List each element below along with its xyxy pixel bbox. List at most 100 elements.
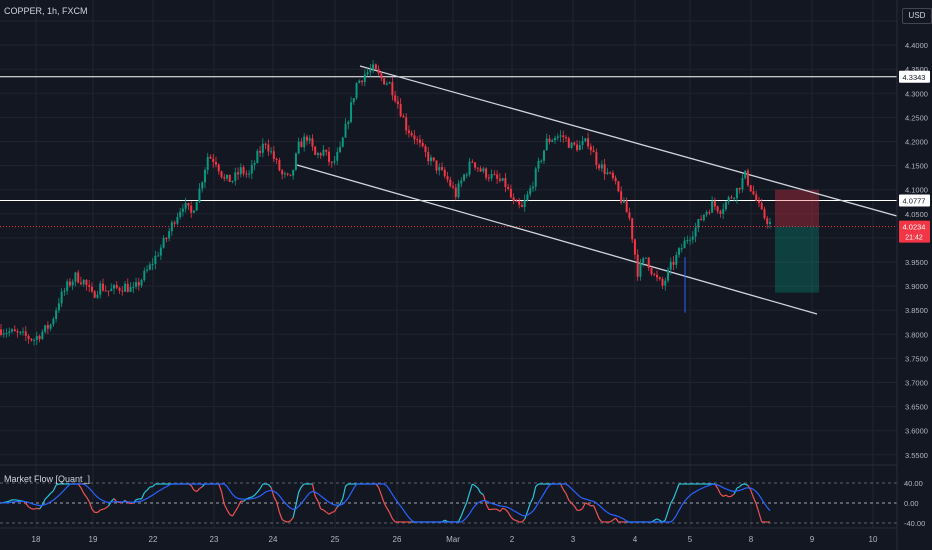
indicator-fast-line [31, 508, 35, 510]
candle-body [518, 200, 521, 205]
candle-body [457, 183, 460, 198]
candle-body [661, 279, 664, 286]
candle-body [214, 162, 217, 165]
candle-body [2, 333, 5, 335]
indicator-fast-line [234, 506, 239, 512]
candle-body [664, 280, 667, 286]
indicator-fast-line [311, 483, 316, 497]
candle-body [424, 146, 427, 153]
candle-body [713, 200, 716, 207]
indicator-fast-line [199, 486, 203, 490]
candle-body [446, 176, 449, 180]
candle-body [738, 188, 741, 190]
indicator-fast-line [41, 498, 46, 506]
indicator-fast-line [190, 485, 195, 491]
candle-body [71, 281, 74, 286]
candle-body [55, 310, 58, 319]
indicator-fast-line [526, 503, 531, 512]
candle-body [239, 167, 242, 175]
candle-body [540, 160, 543, 162]
indicator-fast-line [226, 509, 231, 515]
candle-body [487, 177, 490, 179]
y-tick-label: 3.9500 [905, 258, 928, 267]
candle-body [611, 172, 614, 178]
channel-lines [296, 65, 898, 315]
candle-body [686, 240, 689, 242]
candle-body [121, 290, 124, 292]
candle-body [485, 168, 488, 178]
candle-body [140, 279, 143, 286]
candle-body [416, 139, 419, 141]
candle-body [203, 169, 206, 183]
candle-body [68, 281, 71, 286]
candle-body [22, 331, 25, 333]
candle-body [49, 324, 52, 329]
candle-body [567, 138, 570, 148]
candle-body [429, 157, 432, 162]
x-tick-label: 3 [571, 535, 576, 544]
indicator-fast-line [251, 494, 255, 498]
indicator-fast-line [342, 486, 347, 499]
indicator-fast-line [502, 507, 506, 510]
candle-body [99, 283, 102, 295]
indicator-fast-line [9, 499, 13, 502]
currency-label[interactable]: USD [902, 8, 932, 24]
indicator-fast-line [758, 512, 763, 523]
indicator-fast-line [88, 501, 93, 510]
y-tick-label: 4.2000 [905, 138, 928, 147]
indicator-fast-line [587, 503, 592, 507]
candle-body [565, 137, 568, 139]
candle-body [41, 331, 44, 339]
candle-body [722, 209, 725, 214]
candle-body [363, 74, 366, 83]
candle-body [27, 335, 30, 339]
indicator-fast-line [725, 494, 729, 498]
candle-body [689, 239, 692, 241]
indicator-fast-line [196, 488, 200, 493]
candle-body [749, 185, 752, 192]
candle-body [104, 290, 107, 292]
candle-body [669, 261, 672, 270]
candle-body [358, 80, 361, 84]
candle-body [609, 172, 612, 174]
candle-body [490, 174, 493, 179]
candle-body [228, 174, 231, 183]
price-tags: 4.3343 4.0777 4.0234 21:42 [899, 70, 930, 243]
y-tick-label: 4.4000 [905, 41, 928, 50]
candle-body [394, 95, 397, 102]
candle-body [672, 261, 675, 265]
candle-body [578, 144, 581, 151]
candle-body [322, 149, 325, 156]
candle-body [449, 179, 452, 187]
indicator-fast-line [229, 514, 233, 517]
candle-body [154, 255, 157, 264]
candle-body [201, 182, 204, 189]
trade-box [775, 189, 819, 293]
candle-body [179, 211, 182, 217]
candle-body [148, 264, 151, 270]
indicator-fast-line [472, 483, 476, 487]
y-tick-label: 4.1000 [905, 186, 928, 195]
countdown-tag-label: 21:42 [905, 235, 923, 242]
candle-body [697, 219, 700, 228]
candle-body [253, 163, 256, 165]
candle-body [639, 262, 642, 277]
indicator-fast-line [17, 499, 21, 502]
indicator-fast-line [152, 483, 156, 488]
candle-body [146, 269, 149, 271]
candle-body [496, 174, 499, 179]
candle-body [286, 173, 289, 175]
candle-body [110, 288, 113, 292]
channel-line [296, 164, 818, 315]
candle-body [115, 285, 118, 288]
candle-body [584, 138, 587, 142]
indicator-fast-line [33, 507, 38, 510]
candle-body [474, 162, 477, 168]
candle-body [374, 64, 377, 70]
indicator-fast-line [44, 495, 49, 500]
indicator-fast-line [667, 503, 672, 512]
x-tick-label: 8 [749, 535, 754, 544]
candle-body [675, 254, 678, 265]
indicator-slow-line [0, 483, 771, 523]
